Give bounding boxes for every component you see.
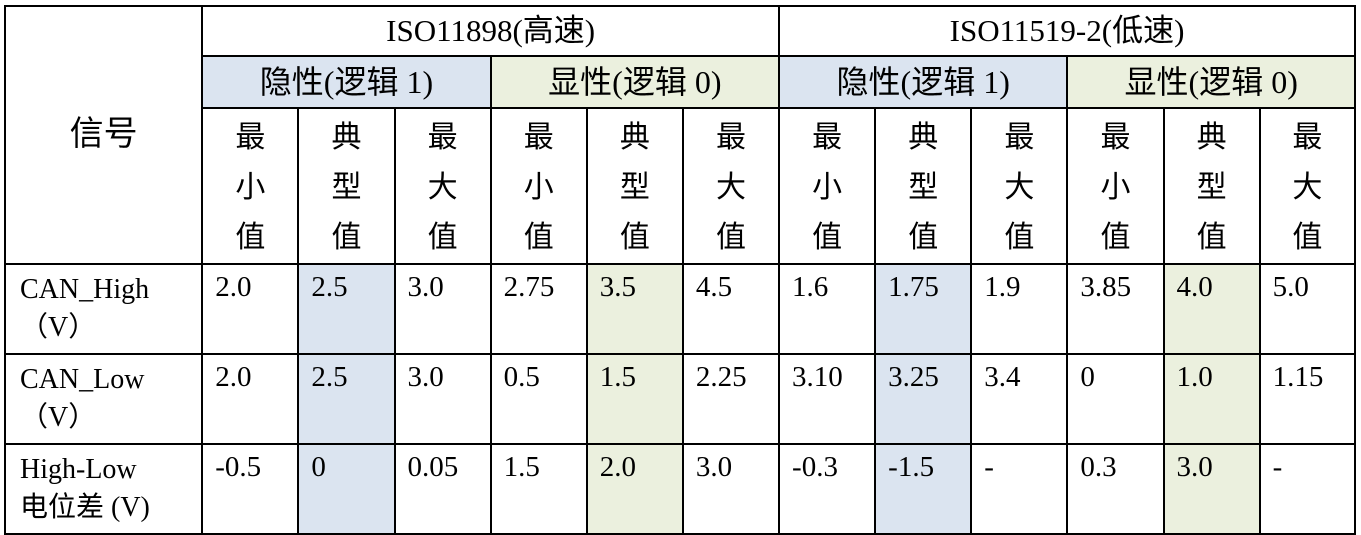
value-cell: 3.4 [970, 353, 1069, 445]
value-cell: 1.6 [778, 263, 877, 355]
stat-max-header: 最 大 值 [681, 107, 781, 265]
value-cell: 3.25 [874, 353, 973, 445]
value-cell: 2.25 [681, 353, 781, 445]
signal-header: 信号 [3, 5, 204, 265]
value-cell: 1.9 [970, 263, 1069, 355]
value-cell: 2.5 [297, 263, 396, 355]
value-cell: 3.0 [1162, 443, 1261, 535]
value-cell: 5.0 [1258, 263, 1357, 355]
value-cell: 2.5 [297, 353, 396, 445]
signal-name: CAN_Low （V） [3, 353, 204, 445]
stat-max-header: 最 大 值 [1258, 107, 1357, 265]
stat-typ-header: 典 型 值 [297, 107, 396, 265]
stat-min-header: 最 小 值 [201, 107, 300, 265]
value-cell: 1.5 [585, 353, 684, 445]
standard-high-speed: ISO11898(高速) [201, 5, 781, 57]
value-cell: 4.5 [681, 263, 781, 355]
table-row: High-Low 电位差 (V) -0.5 0 0.05 1.5 2.0 3.0 … [3, 443, 1357, 535]
ls-recessive-header: 隐性(逻辑 1) [778, 55, 1069, 109]
value-cell: 3.85 [1066, 263, 1165, 355]
stat-min-header: 最 小 值 [489, 107, 588, 265]
value-cell: 1.15 [1258, 353, 1357, 445]
table-row: CAN_Low （V） 2.0 2.5 3.0 0.5 1.5 2.25 3.10… [3, 353, 1357, 445]
signal-unit: （V） [20, 402, 97, 433]
value-cell: 1.5 [489, 443, 588, 535]
value-cell: 3.0 [393, 353, 492, 445]
value-cell: 4.0 [1162, 263, 1261, 355]
value-cell: 3.0 [681, 443, 781, 535]
signal-name: CAN_High （V） [3, 263, 204, 355]
signal-unit: （V） [20, 312, 97, 343]
value-cell: - [1258, 443, 1357, 535]
hs-dominant-header: 显性(逻辑 0) [489, 55, 781, 109]
stat-min-header: 最 小 值 [778, 107, 877, 265]
stat-max-header: 最 大 值 [970, 107, 1069, 265]
value-cell: -0.5 [201, 443, 300, 535]
value-cell: 2.0 [585, 443, 684, 535]
value-cell: 0.3 [1066, 443, 1165, 535]
value-cell: 0.05 [393, 443, 492, 535]
value-cell: -1.5 [874, 443, 973, 535]
stat-typ-header: 典 型 值 [585, 107, 684, 265]
value-cell: 2.0 [201, 263, 300, 355]
value-cell: 2.0 [201, 353, 300, 445]
signal-label: High-Low [20, 454, 137, 485]
can-voltage-table: 信号 ISO11898(高速) ISO11519-2(低速) 隐性(逻辑 1) … [3, 5, 1357, 535]
ls-dominant-header: 显性(逻辑 0) [1066, 55, 1356, 109]
value-cell: 1.75 [874, 263, 973, 355]
value-cell: 2.75 [489, 263, 588, 355]
value-cell: 0 [1066, 353, 1165, 445]
stat-typ-header: 典 型 值 [1162, 107, 1261, 265]
signal-label: CAN_Low [20, 364, 145, 395]
value-cell: 1.0 [1162, 353, 1261, 445]
signal-name: High-Low 电位差 (V) [3, 443, 204, 535]
table-row: CAN_High （V） 2.0 2.5 3.0 2.75 3.5 4.5 1.6… [3, 263, 1357, 355]
value-cell: 3.0 [393, 263, 492, 355]
value-cell: 3.10 [778, 353, 877, 445]
stat-max-header: 最 大 值 [393, 107, 492, 265]
value-cell: -0.3 [778, 443, 877, 535]
signal-label: CAN_High [20, 274, 150, 305]
stat-min-header: 最 小 值 [1066, 107, 1165, 265]
value-cell: 0.5 [489, 353, 588, 445]
standard-low-speed: ISO11519-2(低速) [778, 5, 1356, 57]
value-cell: 3.5 [585, 263, 684, 355]
value-cell: 0 [297, 443, 396, 535]
signal-unit: 电位差 (V) [20, 492, 150, 523]
stat-typ-header: 典 型 值 [874, 107, 973, 265]
value-cell: - [970, 443, 1069, 535]
hs-recessive-header: 隐性(逻辑 1) [201, 55, 492, 109]
